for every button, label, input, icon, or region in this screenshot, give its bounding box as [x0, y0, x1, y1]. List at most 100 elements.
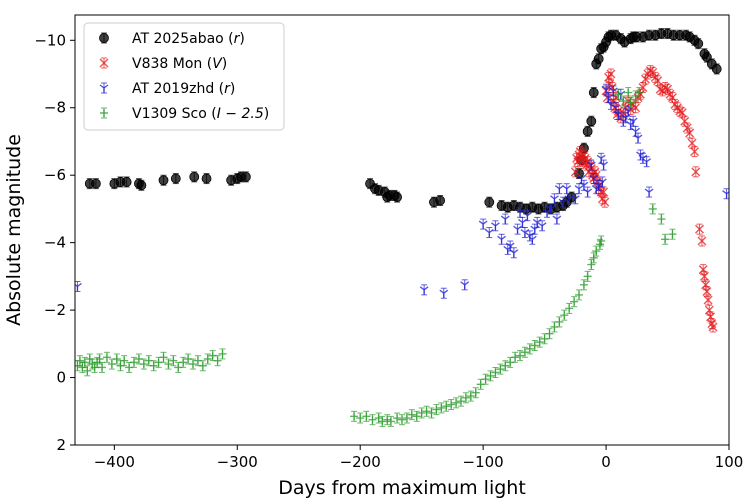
x-tick-label: 100 [715, 453, 744, 471]
data-point [136, 179, 147, 191]
data-point [471, 387, 480, 399]
data-point [642, 156, 652, 168]
data-point [597, 176, 607, 188]
data-point [393, 412, 402, 424]
data-point [90, 178, 101, 190]
data-point [520, 227, 530, 239]
data-point [170, 173, 181, 185]
data-point [417, 407, 426, 419]
data-point [439, 287, 449, 299]
legend-marker [100, 107, 108, 119]
data-point [706, 58, 717, 70]
data-point [574, 183, 584, 195]
legend-label: V838 Mon (V) [132, 56, 227, 72]
x-axis: −400 −300 −200 −100 0 100 [94, 445, 744, 471]
data-point [102, 351, 111, 363]
data-point [537, 220, 547, 232]
data-point [564, 193, 574, 205]
series-at-2019zhd [75, 83, 729, 299]
legend-item: AT 2019zhd (r) [99, 81, 235, 97]
x-tick-label: 0 [601, 453, 611, 471]
legend-item: V838 Mon (V) [99, 56, 227, 72]
y-axis-label: Absolute magnitude [3, 134, 25, 326]
data-point [550, 193, 559, 205]
data-point [691, 166, 701, 178]
data-point [466, 390, 475, 402]
data-point [442, 400, 451, 412]
data-point [149, 360, 158, 372]
data-point [500, 213, 510, 225]
data-point [582, 125, 593, 137]
data-point [368, 414, 377, 426]
data-point [189, 171, 200, 183]
legend: AT 2025abao (r) V838 Mon (V) AT 2019zhd (r… [83, 22, 285, 131]
data-point [139, 358, 148, 370]
data-point [386, 415, 395, 427]
data-point [633, 132, 643, 144]
data-point [545, 328, 554, 340]
data-point [600, 196, 610, 208]
y-tick-label: −10 [34, 31, 66, 49]
y-tick-label: 2 [56, 436, 66, 454]
data-point [201, 173, 212, 185]
data-point [461, 392, 470, 404]
data-point [120, 355, 129, 367]
data-point [509, 247, 519, 259]
data-point [435, 194, 446, 206]
data-point [437, 402, 446, 414]
data-point [583, 270, 592, 282]
data-point [711, 63, 722, 75]
data-layer [75, 28, 729, 427]
data-point [535, 336, 544, 348]
legend-label: V1309 Sco (I − 2.5) [132, 106, 269, 122]
data-point [240, 171, 251, 183]
data-point [497, 233, 506, 245]
x-axis-label: Days from maximum light [278, 477, 526, 499]
legend-label: AT 2025abao (r) [132, 31, 245, 47]
data-point [586, 159, 596, 171]
data-point [552, 213, 562, 225]
data-point [619, 95, 628, 107]
data-point [392, 191, 402, 203]
data-point [690, 146, 700, 158]
data-point [491, 366, 500, 378]
data-point [452, 397, 461, 409]
data-point [701, 51, 712, 63]
data-point [562, 183, 572, 195]
legend-item: V1309 Sco (I − 2.5) [100, 106, 269, 122]
y-tick-label: −8 [44, 99, 66, 117]
data-point [668, 228, 677, 240]
data-point [432, 404, 441, 416]
plot-frame [74, 14, 730, 446]
data-point [579, 279, 588, 291]
y-tick-label: 0 [56, 369, 66, 387]
data-point [422, 405, 431, 417]
data-point [546, 203, 556, 215]
data-point [398, 414, 406, 426]
data-point [218, 348, 227, 360]
data-point [657, 213, 666, 225]
data-point [427, 407, 436, 419]
data-point [586, 115, 597, 127]
data-point [383, 414, 392, 426]
data-point [522, 210, 532, 222]
data-point [484, 196, 495, 208]
data-point [648, 203, 657, 215]
data-point [511, 351, 520, 363]
data-point [134, 353, 143, 365]
data-point [402, 412, 411, 424]
data-point [626, 97, 635, 109]
x-tick-label: −400 [94, 453, 135, 471]
data-point [588, 87, 599, 99]
data-point [496, 363, 505, 375]
data-point [407, 409, 416, 421]
y-tick-label: −4 [44, 234, 66, 252]
legend-frame [83, 22, 285, 131]
data-point [159, 351, 168, 363]
data-point [708, 321, 718, 333]
x-tick-label: −300 [217, 453, 258, 471]
data-point [98, 361, 107, 373]
data-point [356, 412, 365, 424]
legend-marker [99, 57, 109, 69]
data-point [595, 238, 604, 250]
